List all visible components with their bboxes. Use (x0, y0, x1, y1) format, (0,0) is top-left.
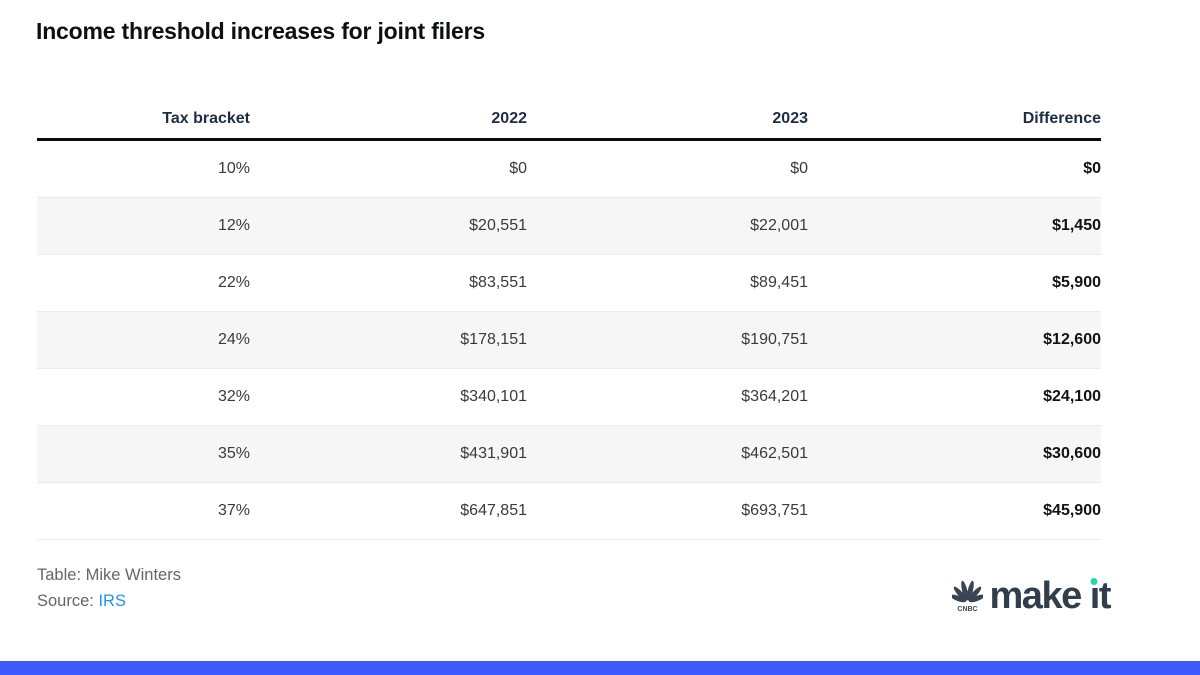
cell-bracket: 32% (217, 388, 250, 405)
table-row: 37% $647,851 $693,751 $45,900 (37, 483, 1101, 540)
cell-2022: $340,101 (460, 388, 527, 405)
cell-difference: $30,600 (1043, 445, 1101, 462)
cell-difference: $1,450 (1052, 217, 1101, 234)
table-row: 24% $178,151 $190,751 $12,600 (37, 312, 1101, 369)
cell-2022: $178,151 (460, 331, 527, 348)
wordmark-i: ı (1089, 575, 1101, 617)
wordmark-make: make (989, 575, 1083, 617)
cell-bracket: 22% (217, 274, 250, 291)
cell-2023: $462,501 (741, 445, 808, 462)
table-credit: Table: Mike Winters (37, 566, 181, 584)
column-header-tax-bracket: Tax bracket (162, 110, 250, 127)
cell-2022: $647,851 (460, 502, 527, 519)
cnbc-label: CNBC (957, 606, 977, 613)
cell-bracket: 37% (217, 502, 250, 519)
column-header-2022: 2022 (491, 110, 527, 127)
cell-2023: $190,751 (741, 331, 808, 348)
cell-2023: $364,201 (741, 388, 808, 405)
tax-table: Tax bracket 2022 2023 Difference 10% $0 … (37, 100, 1101, 540)
cell-2023: $22,001 (750, 217, 808, 234)
cell-difference: $12,600 (1043, 331, 1101, 348)
source-link-irs[interactable]: IRS (98, 592, 126, 610)
teal-i-dot-icon (1090, 578, 1098, 585)
bottom-accent-bar (0, 661, 1200, 675)
cell-2022: $83,551 (469, 274, 527, 291)
cell-difference: $45,900 (1043, 502, 1101, 519)
table-body: 10% $0 $0 $0 12% $20,551 $22,001 $1,450 … (37, 141, 1101, 540)
cell-bracket: 10% (217, 160, 250, 177)
table-row: 35% $431,901 $462,501 $30,600 (37, 426, 1101, 483)
cell-bracket: 12% (217, 217, 250, 234)
cell-difference: $0 (1083, 160, 1101, 177)
table-row: 12% $20,551 $22,001 $1,450 (37, 198, 1101, 255)
cell-2023: $89,451 (750, 274, 808, 291)
cell-bracket: 24% (217, 331, 250, 348)
cell-2023: $693,751 (741, 502, 808, 519)
cell-2022: $431,901 (460, 445, 527, 462)
column-header-difference: Difference (1022, 110, 1101, 127)
wordmark-t: t (1098, 575, 1112, 617)
source-label: Source: (37, 592, 94, 610)
table-row: 10% $0 $0 $0 (37, 141, 1101, 198)
column-header-2023: 2023 (772, 110, 808, 127)
source-line: Source: IRS (37, 592, 126, 611)
cell-difference: $24,100 (1043, 388, 1101, 405)
cell-bracket: 35% (217, 445, 250, 462)
table-row: 32% $340,101 $364,201 $24,100 (37, 369, 1101, 426)
cnbc-peacock-icon: CNBC (951, 580, 983, 613)
table-header-row: Tax bracket 2022 2023 Difference (37, 100, 1101, 141)
cell-2022: $0 (509, 160, 527, 177)
cell-difference: $5,900 (1052, 274, 1101, 291)
page-title: Income threshold increases for joint fil… (36, 18, 485, 44)
cell-2023: $0 (790, 160, 808, 177)
cell-2022: $20,551 (469, 217, 527, 234)
table-row: 22% $83,551 $89,451 $5,900 (37, 255, 1101, 312)
